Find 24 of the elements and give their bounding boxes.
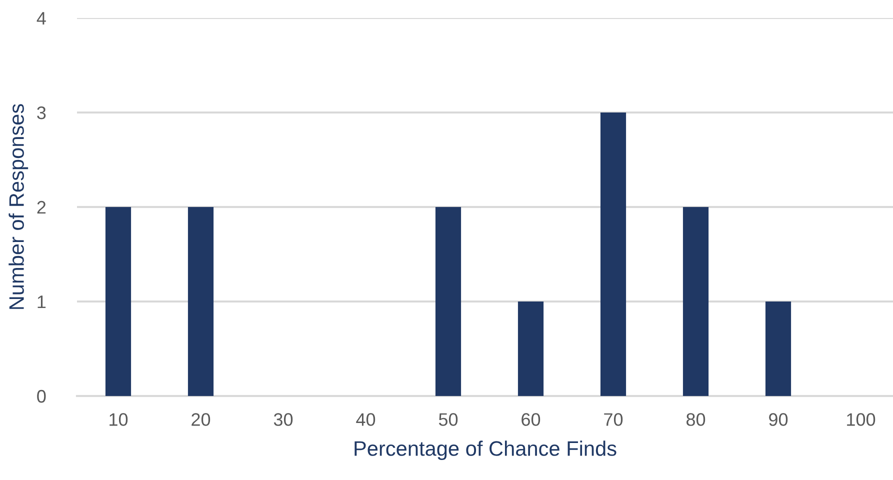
y-tick-label: 3 [37, 106, 46, 120]
bar [682, 207, 709, 396]
x-axis-title: Percentage of Chance Finds [354, 440, 616, 460]
y-tick-label: 2 [37, 200, 46, 214]
x-tick-label: 60 [522, 413, 540, 426]
x-tick-label: 10 [110, 413, 128, 426]
x-tick-label: 80 [686, 413, 706, 426]
x-tick-label: 70 [604, 413, 623, 426]
bar [188, 207, 214, 396]
bar [105, 207, 132, 396]
bar [600, 112, 626, 396]
x-tick-label: 40 [356, 413, 376, 426]
y-tick-label: 4 [36, 12, 46, 25]
x-tick-label: 30 [274, 413, 293, 426]
bar [435, 207, 462, 396]
x-tick-label: 90 [769, 413, 788, 426]
x-tick-label: 20 [192, 413, 210, 426]
x-tick-label: 50 [438, 413, 458, 426]
y-tick-label: 0 [37, 390, 46, 403]
y-axis-title: Number of Responses [8, 104, 28, 309]
bar [518, 302, 544, 396]
bar [765, 302, 792, 396]
y-tick-label: 1 [38, 296, 46, 308]
x-tick-label: 100 [847, 413, 876, 426]
